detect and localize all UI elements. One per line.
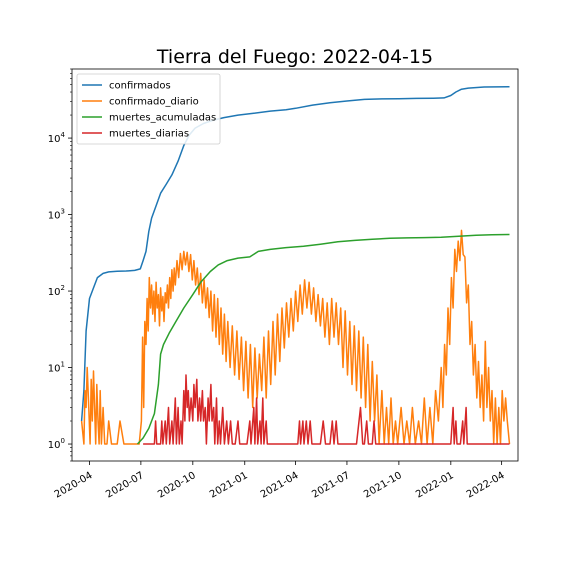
legend-frame	[76, 73, 221, 145]
legend-label-muertes-acumuladas: muertes_acumuladas	[109, 113, 216, 124]
y-tick-base: 10	[48, 211, 61, 222]
y-tick-base: 10	[48, 440, 61, 451]
y-tick-base: 10	[48, 134, 61, 145]
y-tick-label: 104	[48, 131, 66, 145]
legend-label-confirmados: confirmados	[109, 81, 171, 92]
y-tick-label: 101	[48, 361, 65, 375]
y-tick-base: 10	[48, 287, 61, 298]
legend-label-confirmado-diario: confirmado_diario	[109, 97, 199, 108]
y-tick-base: 10	[48, 364, 61, 375]
y-tick-exponent: 2	[61, 284, 65, 292]
y-tick-exponent: 3	[61, 208, 65, 216]
series-line-muertes-diarias	[143, 374, 510, 445]
y-tick-exponent: 0	[61, 437, 65, 445]
series-line-confirmado-diario	[80, 229, 511, 445]
y-tick-label: 103	[48, 208, 65, 222]
y-tick-exponent: 1	[61, 361, 65, 369]
y-tick-exponent: 4	[61, 131, 66, 139]
legend-label-muertes-diarias: muertes_diarias	[109, 129, 189, 140]
y-tick-label: 100	[48, 437, 65, 451]
series-line-muertes-acumuladas	[136, 233, 510, 445]
y-tick-label: 102	[48, 284, 65, 298]
legend: confirmados confirmado_diario muertes_acum…	[76, 73, 221, 145]
chart-title: Tierra del Fuego: 2022-04-15	[156, 46, 433, 68]
